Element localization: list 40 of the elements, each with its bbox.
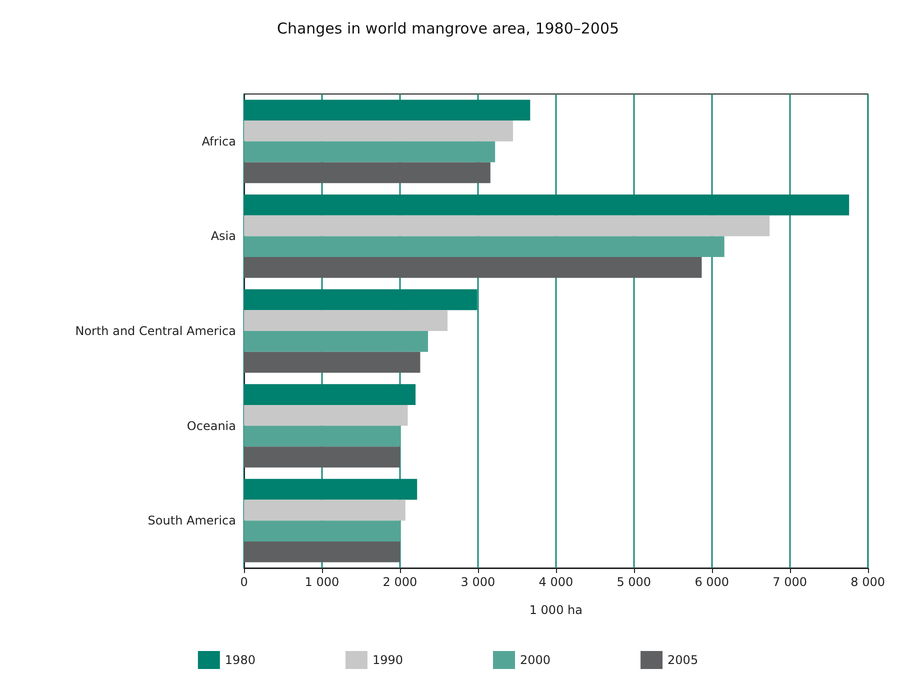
- y-tick-label: North and Central America: [75, 324, 236, 338]
- bar: [244, 120, 514, 142]
- legend-label: 2000: [520, 653, 551, 667]
- bar: [244, 404, 408, 426]
- x-tick-label: 5 000: [616, 575, 652, 589]
- bar: [244, 331, 428, 352]
- x-tick-label: 1 000: [304, 575, 340, 589]
- bar: [244, 541, 400, 562]
- bar: [244, 236, 724, 258]
- bar: [244, 289, 478, 310]
- chart-title: Changes in world mangrove area, 1980–2005: [276, 20, 620, 38]
- bar: [244, 384, 416, 405]
- x-tick-label: 8 000: [850, 575, 886, 589]
- bar: [244, 446, 400, 468]
- bar: [244, 215, 770, 236]
- legend-label: 1990: [372, 653, 404, 667]
- x-tick-label: 2 000: [382, 575, 418, 589]
- legend-label: 2005: [668, 653, 698, 667]
- x-tick-label: 6 000: [694, 575, 730, 589]
- x-tick-label: 7 000: [772, 575, 808, 589]
- bar: [244, 100, 530, 121]
- bar: [244, 194, 850, 216]
- x-tick-label: 3 000: [460, 575, 496, 589]
- bar: [244, 520, 401, 542]
- x-axis-title: 1 000 ha: [529, 603, 582, 617]
- y-tick-label: South America: [148, 514, 236, 528]
- legend-label: 1980: [224, 653, 256, 667]
- bar: [244, 426, 401, 447]
- x-tick-label: 4 000: [538, 575, 574, 589]
- bar: [244, 257, 702, 278]
- bar: [244, 500, 406, 521]
- bar: [244, 141, 496, 162]
- x-tick-label: 0: [240, 575, 248, 589]
- y-tick-label: Asia: [210, 229, 236, 244]
- y-tick-label: Africa: [202, 134, 236, 148]
- y-tick-label: Oceania: [186, 418, 236, 433]
- bar: [244, 478, 418, 500]
- bar: [244, 162, 490, 184]
- bar: [244, 352, 420, 373]
- bar: [244, 310, 448, 331]
